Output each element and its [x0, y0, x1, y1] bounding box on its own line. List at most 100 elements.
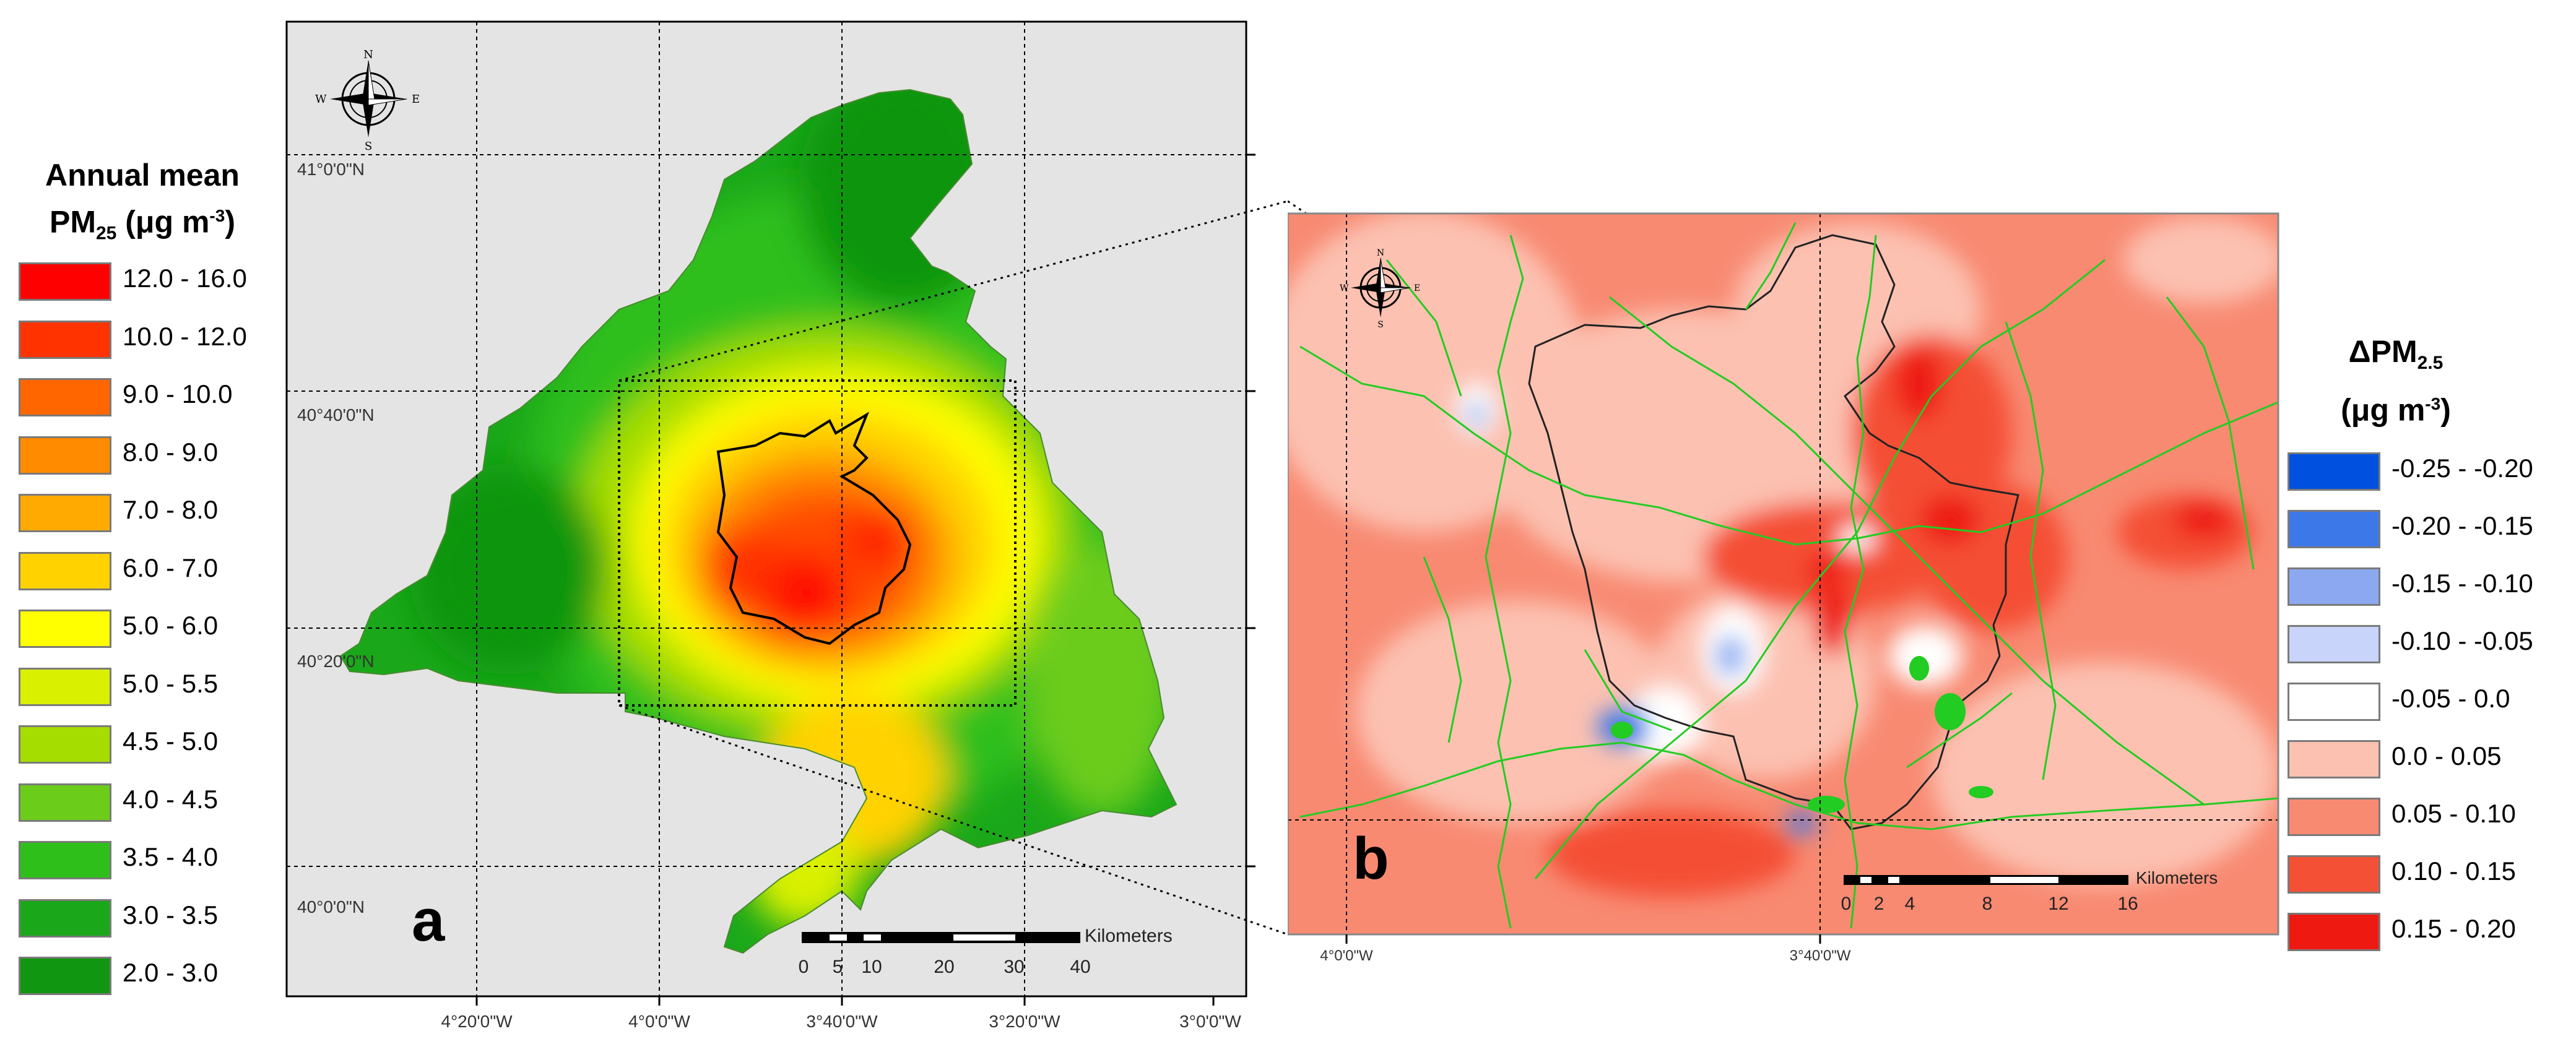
legend-item: 3.0 - 3.5 — [19, 895, 297, 939]
legend-label: 5.0 - 5.5 — [123, 668, 219, 698]
legend-label: 4.0 - 4.5 — [123, 784, 219, 814]
legend-item: -0.25 - -0.20 — [2288, 449, 2572, 492]
svg-text:4: 4 — [1905, 894, 1915, 914]
legend-item: 7.0 - 8.0 — [19, 490, 297, 533]
svg-text:40: 40 — [1070, 957, 1090, 977]
svg-text:5: 5 — [833, 957, 843, 977]
legend-swatch — [2288, 625, 2380, 663]
madrid-city-outline — [716, 412, 912, 645]
svg-text:W: W — [315, 93, 327, 106]
map-a-lon-label: 3°40'0"W — [806, 1012, 878, 1031]
zoom-extent-box — [618, 379, 1017, 707]
map-a-lon-label: 4°0'0"W — [628, 1012, 690, 1031]
legend-item: -0.20 - -0.15 — [2288, 506, 2572, 550]
legend-swatch — [2288, 683, 2380, 721]
legend-swatch — [19, 610, 111, 648]
legend-swatch — [19, 841, 111, 879]
legend-item: 6.0 - 7.0 — [19, 548, 297, 592]
map-b-green-areas — [1611, 656, 1993, 813]
legend-b-list: -0.25 - -0.20 -0.20 - -0.15 -0.15 - -0.10 -… — [2288, 449, 2572, 968]
legend-item: -0.05 - 0.0 — [2288, 679, 2572, 722]
legend-item: 8.0 - 9.0 — [19, 433, 297, 476]
legend-item: 0.0 - 0.05 — [2288, 736, 2572, 780]
legend-label: 9.0 - 10.0 — [123, 379, 233, 408]
map-a-panel-letter: a — [412, 887, 445, 954]
legend-label: 4.5 - 5.0 — [123, 726, 219, 756]
legend-label: 6.0 - 7.0 — [123, 553, 219, 582]
map-b-compass-icon: N S E W — [1340, 248, 1420, 330]
legend-b-title: ΔPM2.5 (μg m-3) — [2284, 331, 2507, 431]
svg-text:8: 8 — [1982, 894, 1993, 914]
map-b-panel-letter: b — [1353, 826, 1389, 892]
legend-item: 0.10 - 0.15 — [2288, 852, 2572, 895]
legend-swatch — [2288, 510, 2380, 548]
svg-text:0: 0 — [1841, 894, 1852, 914]
legend-swatch — [19, 957, 111, 995]
legend-item: 2.0 - 3.0 — [19, 953, 297, 996]
svg-text:30: 30 — [1004, 957, 1024, 977]
legend-label: 3.0 - 3.5 — [123, 900, 219, 929]
legend-item: 4.0 - 4.5 — [19, 780, 297, 823]
legend-label: 5.0 - 6.0 — [123, 611, 219, 640]
legend-item: 5.0 - 6.0 — [19, 606, 297, 649]
map-a-lat-label: 40°0'0"N — [297, 897, 365, 916]
map-b-frame — [1288, 212, 2279, 936]
legend-swatch — [19, 378, 111, 416]
legend-b-title-line2: (μg m-3) — [2341, 392, 2451, 428]
legend-swatch — [19, 899, 111, 938]
legend-item: 3.5 - 4.0 — [19, 837, 297, 881]
svg-text:N: N — [1377, 248, 1384, 258]
map-a-lon-label: 3°0'0"W — [1179, 1012, 1241, 1031]
legend-swatch — [2288, 913, 2380, 951]
legend-label: -0.20 - -0.15 — [2392, 511, 2533, 540]
legend-swatch — [19, 667, 111, 706]
map-b-scale-bar: Kilometers 0 2 4 8 12 16 — [1841, 868, 2218, 914]
legend-label: 10.0 - 12.0 — [123, 321, 247, 351]
legend-label: 12.0 - 16.0 — [123, 264, 247, 293]
svg-text:10: 10 — [861, 957, 882, 977]
map-a: 41°0'0"N 40°40'0"N 40°20'0"N 40°0'0"N 4°… — [285, 20, 1288, 1031]
legend-swatch — [19, 783, 111, 822]
legend-swatch — [2288, 798, 2380, 836]
map-a-scale-unit: Kilometers — [1085, 926, 1173, 946]
svg-text:S: S — [365, 140, 372, 153]
legend-label: -0.15 - -0.10 — [2392, 569, 2533, 598]
svg-text:S: S — [1377, 320, 1384, 330]
legend-label: 7.0 - 8.0 — [123, 495, 219, 524]
legend-swatch — [19, 320, 111, 359]
legend-swatch — [19, 436, 111, 475]
legend-swatch — [2288, 740, 2380, 778]
legend-swatch — [2288, 567, 2380, 606]
map-b-road-network — [1299, 222, 2279, 929]
map-a-lon-label: 3°20'0"W — [989, 1012, 1060, 1031]
legend-b-title-line1: ΔPM2.5 — [2348, 334, 2444, 373]
legend-item: 10.0 - 12.0 — [19, 317, 297, 360]
legend-swatch — [19, 262, 111, 301]
map-a-concentration-field — [340, 90, 1176, 953]
legend-swatch — [19, 494, 111, 532]
legend-item: -0.15 - -0.10 — [2288, 564, 2572, 607]
legend-item: 0.15 - 0.20 — [2288, 909, 2572, 952]
map-b-lon-label: 3°40'0"W — [1790, 947, 1851, 964]
map-a-graticule — [287, 22, 1246, 996]
legend-item: 0.05 - 0.10 — [2288, 794, 2572, 837]
svg-text:E: E — [1414, 283, 1420, 293]
legend-label: 2.0 - 3.0 — [123, 958, 219, 987]
map-a-scale-bar: Kilometers 0 5 10 20 30 40 — [799, 926, 1173, 977]
legend-swatch — [19, 551, 111, 590]
legend-label: -0.25 - -0.20 — [2392, 454, 2533, 483]
svg-text:N: N — [363, 48, 373, 61]
legend-swatch — [2288, 452, 2380, 491]
legend-swatch — [19, 725, 111, 764]
legend-swatch — [2288, 855, 2380, 894]
legend-item: 4.5 - 5.0 — [19, 722, 297, 765]
map-a-lon-label: 4°20'0"W — [441, 1012, 513, 1031]
legend-item: -0.10 - -0.05 — [2288, 621, 2572, 665]
map-a-lat-label: 40°40'0"N — [297, 405, 375, 425]
legend-label: 0.15 - 0.20 — [2392, 914, 2516, 943]
map-a-compass-icon: N S E W — [315, 48, 420, 153]
legend-label: 0.05 - 0.10 — [2392, 799, 2516, 828]
legend-label: 0.0 - 0.05 — [2392, 741, 2502, 770]
legend-label: 8.0 - 9.0 — [123, 437, 219, 467]
legend-a-list: 12.0 - 16.0 10.0 - 12.0 9.0 - 10.0 8.0 - 9.… — [19, 259, 297, 1001]
